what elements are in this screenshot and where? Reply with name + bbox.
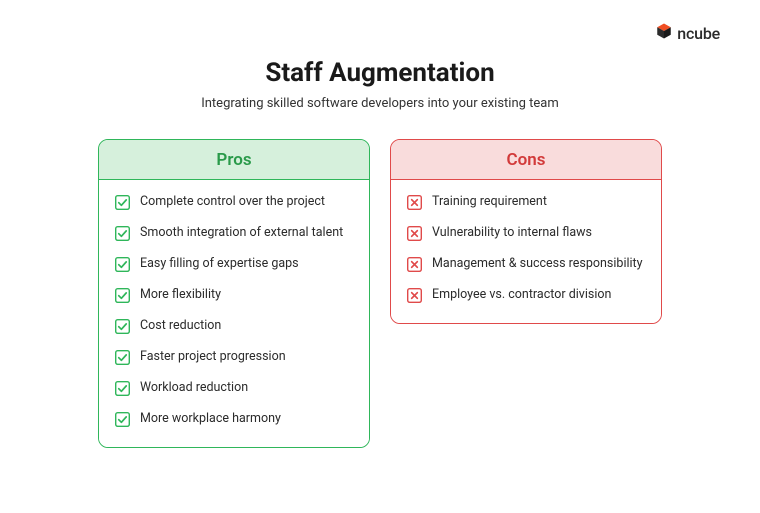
pros-item-text: Easy filling of expertise gaps <box>140 256 299 273</box>
pros-item: Workload reduction <box>115 380 353 400</box>
pros-item-text: Smooth integration of external talent <box>140 225 343 242</box>
pros-item-text: Workload reduction <box>140 380 248 397</box>
pros-item-text: More workplace harmony <box>140 411 281 428</box>
cons-item-text: Management & success responsibility <box>432 256 643 273</box>
pros-item-text: Cost reduction <box>140 318 221 335</box>
pros-item: Complete control over the project <box>115 194 353 214</box>
cons-header: Cons <box>391 140 661 180</box>
pros-body: Complete control over the project Smooth … <box>99 180 369 447</box>
pros-card: Pros Complete control over the project Sm… <box>98 139 370 448</box>
check-icon <box>115 225 130 245</box>
cons-item: Employee vs. contractor division <box>407 287 645 307</box>
pros-item: More workplace harmony <box>115 411 353 431</box>
comparison-columns: Pros Complete control over the project Sm… <box>0 139 760 448</box>
pros-item: Smooth integration of external talent <box>115 225 353 245</box>
cons-item-text: Training requirement <box>432 194 547 211</box>
cross-icon <box>407 225 422 245</box>
pros-item: Faster project progression <box>115 349 353 369</box>
cross-icon <box>407 194 422 214</box>
pros-item: Easy filling of expertise gaps <box>115 256 353 276</box>
cons-body: Training requirement Vulnerability to int… <box>391 180 661 323</box>
cross-icon <box>407 287 422 307</box>
pros-item: Cost reduction <box>115 318 353 338</box>
check-icon <box>115 411 130 431</box>
logo-text: ncube <box>677 24 720 43</box>
brand-logo: ncube <box>655 22 720 44</box>
pros-item-text: More flexibility <box>140 287 221 304</box>
cons-item: Vulnerability to internal flaws <box>407 225 645 245</box>
pros-item: More flexibility <box>115 287 353 307</box>
check-icon <box>115 349 130 369</box>
pros-item-text: Complete control over the project <box>140 194 325 211</box>
cross-icon <box>407 256 422 276</box>
header: Staff Augmentation Integrating skilled s… <box>0 0 760 111</box>
pros-item-text: Faster project progression <box>140 349 286 366</box>
check-icon <box>115 194 130 214</box>
check-icon <box>115 256 130 276</box>
page-title: Staff Augmentation <box>0 58 760 88</box>
page-subtitle: Integrating skilled software developers … <box>0 96 760 111</box>
cons-item-text: Vulnerability to internal flaws <box>432 225 592 242</box>
cube-icon <box>655 22 673 44</box>
cons-item: Training requirement <box>407 194 645 214</box>
cons-item: Management & success responsibility <box>407 256 645 276</box>
cons-item-text: Employee vs. contractor division <box>432 287 611 304</box>
cons-card: Cons Training requirement Vulnerability t… <box>390 139 662 324</box>
check-icon <box>115 380 130 400</box>
check-icon <box>115 287 130 307</box>
pros-header: Pros <box>99 140 369 180</box>
check-icon <box>115 318 130 338</box>
